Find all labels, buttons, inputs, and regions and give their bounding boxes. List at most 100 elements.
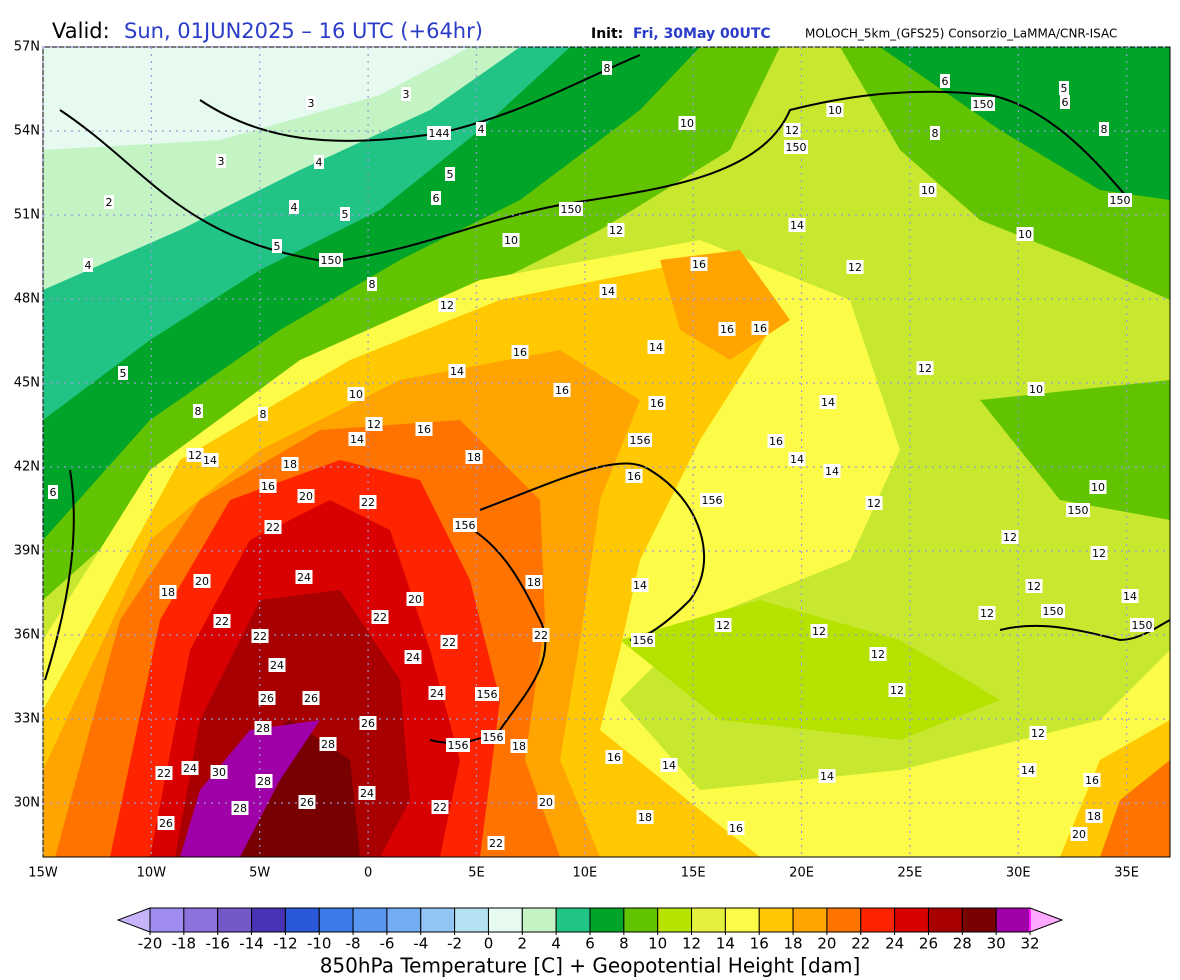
contour-label-box — [446, 738, 470, 752]
contour-label-box — [788, 452, 806, 466]
contour-label: 12 — [785, 124, 799, 137]
contour-label-box — [625, 469, 643, 483]
contour-label-box — [295, 570, 313, 584]
contour-label-box — [1121, 589, 1139, 603]
contour-label-box — [1027, 382, 1045, 396]
lat-tick-label: 42N — [14, 460, 40, 475]
contour-label: 150 — [561, 203, 582, 216]
contour-label-box — [438, 298, 456, 312]
contour-label: 12 — [1003, 531, 1017, 544]
contour-label-box — [445, 167, 455, 181]
colorbar-box — [386, 907, 422, 933]
map-frame — [42, 46, 1171, 858]
colorbar-box — [589, 907, 625, 933]
contour-label-box — [319, 737, 337, 751]
temperature-field — [43, 47, 1170, 857]
contour-label-box — [1130, 618, 1154, 632]
contour-label: 6 — [50, 486, 57, 499]
colorbar-tick-label: 26 — [919, 935, 938, 953]
contour-label-box — [431, 800, 449, 814]
contour-label-box — [319, 253, 343, 267]
contour-label: 12 — [1027, 580, 1041, 593]
colorbar-box — [284, 907, 320, 933]
contour-label: 156 — [702, 494, 723, 507]
contour-label: 12 — [871, 648, 885, 661]
contour-label-box — [258, 407, 268, 421]
contour-label: 16 — [720, 323, 734, 336]
contour-label-box — [251, 629, 269, 643]
contour-label: 24 — [297, 571, 311, 584]
colorbar-tick-label: 4 — [551, 935, 561, 953]
contour-label: 14 — [203, 454, 217, 467]
contour-label-box — [306, 96, 316, 110]
contour-label-box — [281, 457, 299, 471]
colorbar-box — [183, 907, 219, 933]
colorbar-tick-label: 22 — [851, 935, 870, 953]
contour-label: 26 — [304, 692, 318, 705]
colorbar-tick-label: 30 — [987, 935, 1006, 953]
colorbar-box — [555, 907, 591, 933]
contour-label: 5 — [447, 168, 454, 181]
contour-label: 12 — [918, 362, 932, 375]
contour-label-box — [888, 683, 906, 697]
contour-label-box — [599, 284, 617, 298]
contour-label-box — [181, 761, 199, 775]
contour-label: 18 — [527, 576, 541, 589]
contour-label-box — [631, 578, 649, 592]
colorbar-box — [251, 907, 286, 933]
init-label: Init: — [591, 26, 623, 42]
contour-label-box — [193, 404, 203, 418]
contour-label: 16 — [555, 384, 569, 397]
colorbar-tick-label: 20 — [817, 935, 836, 953]
contour-label-box — [347, 387, 365, 401]
contour-label: 24 — [406, 651, 420, 664]
contour-label: 10 — [504, 234, 518, 247]
contour-label-box — [272, 239, 282, 253]
contour-label: 14 — [633, 579, 647, 592]
contour-label: 22 — [489, 837, 503, 850]
contour-label-box — [532, 628, 550, 642]
contour-label-box — [476, 122, 486, 136]
contour-label: 14 — [649, 341, 663, 354]
contour-label-box — [607, 223, 625, 237]
colorbar-tick-label: 6 — [585, 935, 595, 953]
contour-label: 5 — [1061, 82, 1068, 95]
colorbar-tick-label: 14 — [716, 935, 735, 953]
lat-tick-label: 39N — [14, 544, 40, 559]
contour-label-box — [826, 103, 844, 117]
contour-label: 16 — [650, 397, 664, 410]
contour-label: 5 — [120, 367, 127, 380]
lon-tick-label: 10W — [137, 866, 167, 881]
contour-label: 16 — [417, 423, 431, 436]
contour-label-box — [216, 154, 226, 168]
colorbar-tick-label: -18 — [172, 935, 197, 953]
colorbar-box — [724, 907, 760, 933]
contour-label-box — [537, 795, 555, 809]
lat-tick-label: 36N — [14, 628, 40, 643]
contour-label: 12 — [812, 625, 826, 638]
contour-label: 12 — [716, 619, 730, 632]
colorbar-tick-label: -6 — [379, 935, 394, 953]
contour-label-box — [259, 479, 277, 493]
contour-label-box — [751, 321, 769, 335]
contour-label-box — [1066, 503, 1090, 517]
contour-label-box — [511, 345, 529, 359]
lon-tick-label: 10E — [572, 866, 597, 881]
colorbar-tick-label: 28 — [953, 935, 972, 953]
contour-label: 8 — [604, 62, 611, 75]
contour-label: 10 — [680, 117, 694, 130]
contour-label: 20 — [299, 490, 313, 503]
contour-label: 14 — [790, 219, 804, 232]
colorbar-box — [420, 907, 456, 933]
contour-label-box — [919, 183, 937, 197]
colorbar-tick-label: -2 — [447, 935, 462, 953]
contour-label: 8 — [369, 278, 376, 291]
contour-label-box — [48, 485, 58, 499]
colorbar-tick-label: 12 — [682, 935, 701, 953]
contour-label-box — [157, 816, 175, 830]
contour-label: 18 — [467, 451, 481, 464]
contour-label: 24 — [270, 659, 284, 672]
lon-tick-label: 5E — [468, 866, 485, 881]
contour-label-box — [1089, 480, 1107, 494]
contour-label-box — [678, 116, 696, 130]
